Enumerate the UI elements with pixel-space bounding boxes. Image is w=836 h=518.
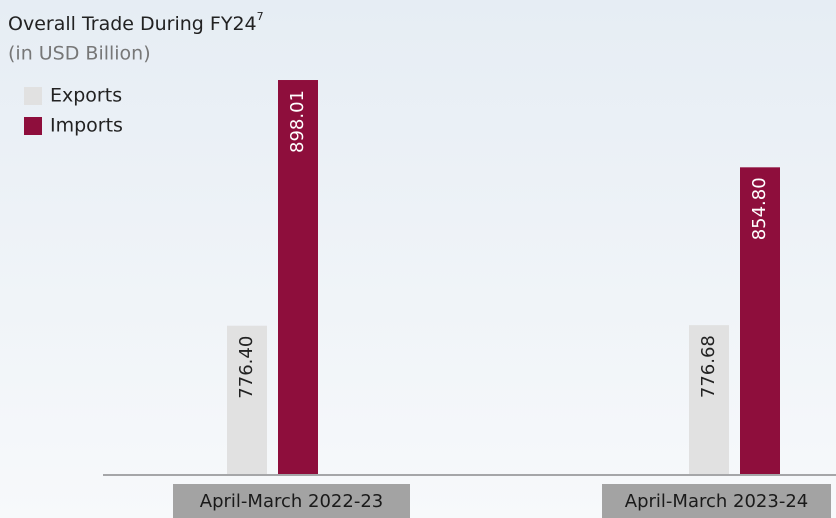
bar [689,325,729,474]
value-label: 854.80 [749,177,770,240]
value-label: 898.01 [287,90,308,153]
title-note: 7 [257,10,264,23]
legend-label: Exports [50,85,122,107]
chart-subtitle: (in USD Billion) [8,43,151,65]
bar [227,325,267,474]
legend-swatch [24,117,42,135]
value-label: 776.68 [698,335,719,398]
chart-title: Overall Trade During FY247 [8,10,264,35]
legend-swatch [24,87,42,105]
category-box [173,484,410,518]
bar [278,80,318,474]
x-tick-label: April-March 2022-23 [200,491,383,512]
x-tick-label: April-March 2023-24 [625,491,808,512]
legend-label: Imports [50,115,123,137]
title-text: Overall Trade During FY24 [8,13,257,35]
category-box [602,484,831,518]
bar [740,167,780,475]
value-label: 776.40 [236,336,257,399]
